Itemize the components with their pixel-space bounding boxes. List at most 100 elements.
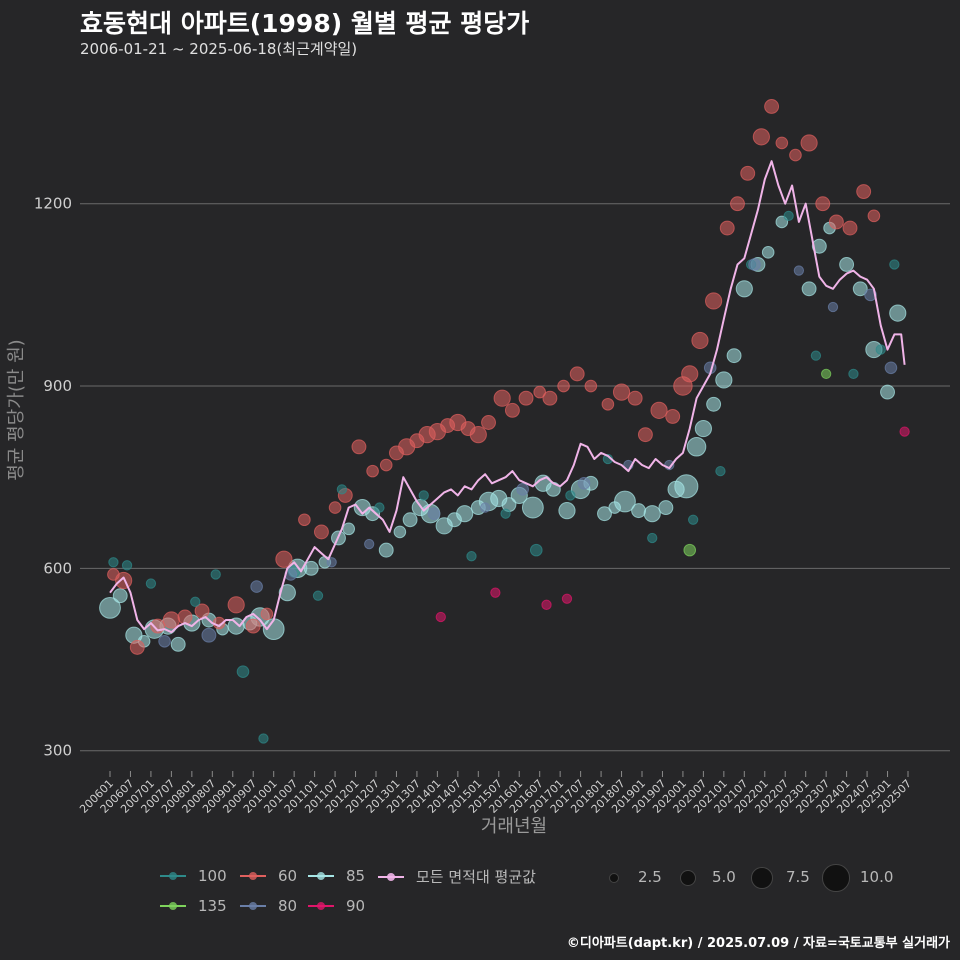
legend-key-icon: [240, 896, 266, 916]
data-point-85: [402, 512, 418, 528]
data-point-100: [121, 560, 133, 571]
data-point-80: [748, 258, 761, 271]
legend-size-label: 5.0: [712, 868, 736, 886]
data-point-100: [529, 543, 543, 557]
data-point-60: [842, 220, 858, 236]
data-point-60: [681, 365, 699, 383]
data-point-85: [99, 596, 121, 619]
data-point-60: [542, 390, 558, 406]
data-point-90: [490, 587, 501, 598]
data-point-60: [612, 383, 631, 401]
data-point-60: [650, 401, 668, 419]
legend-key-icon: [378, 867, 404, 887]
data-point-100: [500, 508, 511, 519]
data-point-85: [631, 503, 647, 519]
data-point-60: [719, 220, 735, 236]
data-point-60: [379, 458, 393, 472]
legend-size-item: 5.0: [674, 866, 736, 888]
data-point-60: [828, 214, 844, 230]
data-point-135: [821, 368, 832, 380]
data-point-85: [715, 371, 733, 389]
data-point-60: [504, 402, 520, 418]
legend-item: 모든 면적대 평균값: [378, 866, 536, 887]
data-point-100: [418, 490, 429, 501]
data-point-60: [351, 439, 367, 455]
legend-item: 80: [240, 896, 297, 916]
legend-size-label: 2.5: [638, 868, 662, 886]
legend-label: 80: [278, 897, 298, 915]
data-point-85: [852, 281, 868, 297]
data-point-100: [715, 465, 726, 477]
legend-label: 100: [198, 867, 227, 885]
legend-label: 85: [346, 867, 366, 885]
legend-item: 135: [160, 896, 227, 916]
legend-size-circle: [822, 864, 850, 892]
data-point-85: [801, 281, 817, 297]
data-point-100: [466, 551, 477, 562]
data-point-85: [614, 490, 636, 513]
data-point-80: [427, 507, 441, 520]
data-point-60: [815, 196, 831, 212]
data-point-60: [740, 165, 756, 181]
data-point-60: [245, 618, 261, 634]
legend-label: 60: [278, 867, 298, 885]
data-point-80: [479, 502, 491, 513]
data-point-90: [435, 611, 446, 623]
legend-size-label: 10.0: [860, 868, 894, 886]
data-point-80: [250, 580, 263, 593]
data-point-60: [730, 196, 745, 212]
data-point-85: [839, 257, 855, 272]
data-point-60: [227, 596, 245, 614]
data-point-60: [469, 426, 487, 444]
y-tick-label: 600: [43, 559, 72, 577]
data-point-100: [236, 665, 250, 678]
data-point-80: [201, 627, 217, 643]
legend-item: 85: [308, 866, 365, 886]
data-point-60: [260, 607, 274, 621]
data-point-85: [521, 496, 544, 519]
data-point-85: [735, 280, 753, 298]
y-tick-label: 900: [43, 377, 72, 395]
grid-layer: [80, 203, 950, 752]
data-point-60: [789, 148, 802, 162]
data-point-85: [694, 419, 712, 438]
data-point-100: [688, 514, 699, 525]
data-point-85: [170, 636, 186, 652]
legend: 100 60 85 모든 면적대 평균값 135 80 90 2.5 5.0 7.5 10.0: [160, 864, 920, 926]
data-point-85: [112, 588, 128, 604]
line-layer: [109, 160, 906, 634]
average-line: [109, 160, 906, 634]
data-point-60: [775, 136, 789, 150]
y-axis-label: 평균 평당가(만 원): [6, 339, 27, 480]
data-point-60: [705, 292, 723, 310]
data-point-85: [880, 384, 895, 400]
data-point-90: [899, 426, 910, 437]
source-caption: ©디아파트(dapt.kr) / 2025.07.09 / 자료=국토교통부 실…: [566, 936, 950, 951]
data-point-135: [683, 543, 697, 557]
data-point-80: [326, 557, 337, 568]
data-point-80: [364, 538, 375, 550]
data-point-85: [342, 522, 356, 536]
data-point-80: [827, 301, 839, 313]
data-point-85: [811, 238, 827, 254]
data-point-60: [313, 524, 329, 540]
data-point-100: [108, 557, 119, 568]
data-point-60: [518, 390, 534, 406]
data-point-60: [764, 99, 780, 114]
data-point-85: [726, 348, 742, 364]
data-point-100: [258, 733, 269, 744]
legend-label: 90: [346, 897, 366, 915]
data-point-80: [158, 634, 171, 648]
y-tick-label: 300: [43, 742, 72, 760]
data-point-60: [557, 379, 570, 393]
data-point-85: [378, 542, 394, 558]
data-point-60: [584, 379, 598, 393]
legend-label: 135: [198, 897, 227, 915]
data-point-60: [752, 128, 770, 146]
data-point-100: [848, 368, 859, 380]
data-point-60: [691, 331, 709, 350]
data-point-60: [115, 571, 133, 590]
data-point-100: [889, 259, 900, 270]
legend-key-icon: [160, 896, 186, 916]
legend-key-icon: [160, 866, 186, 886]
